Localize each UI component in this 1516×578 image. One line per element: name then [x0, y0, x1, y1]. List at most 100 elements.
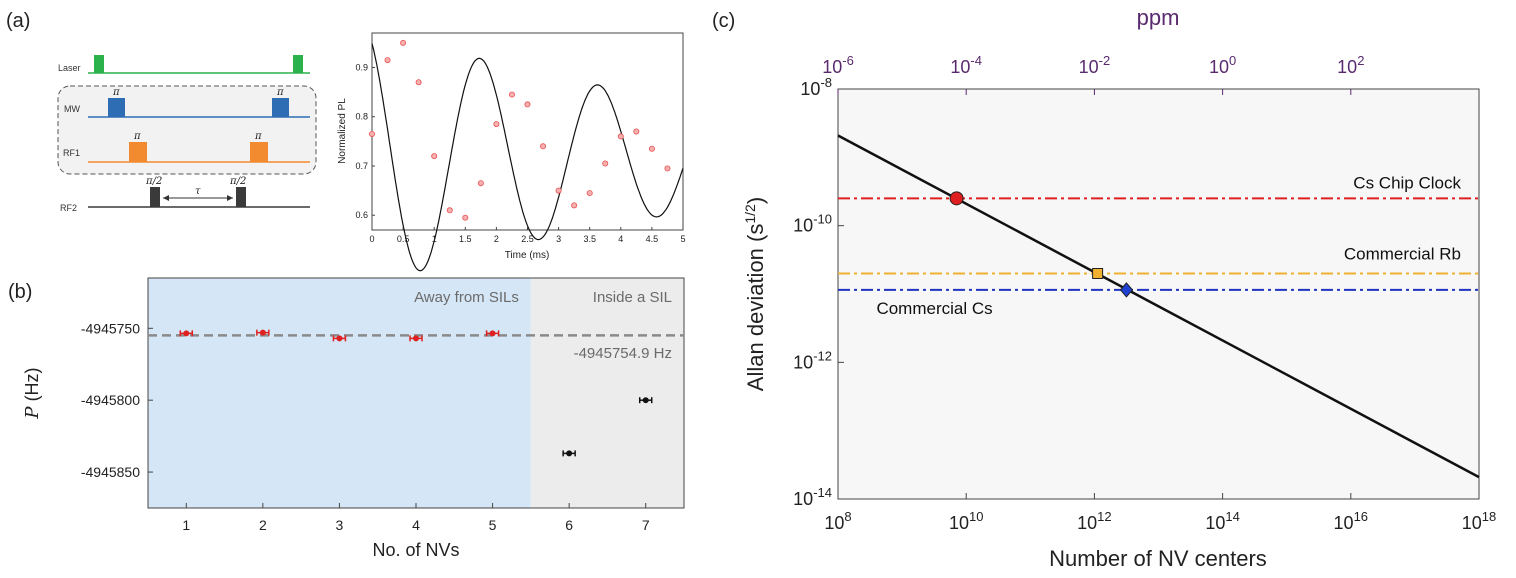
chart-b-reference-label: -4945754.9 Hz: [574, 345, 672, 362]
rf1-pulse-label-2: π: [254, 131, 262, 142]
chart-c-y-tick-label: 10-12: [793, 348, 832, 372]
chart-a-x-tick-label: 5: [680, 234, 685, 244]
chart-a-x-tick-label: 4: [618, 234, 623, 244]
chart-c-reference-label: Cs Chip Clock: [1353, 173, 1461, 192]
chart-b-x-tick-label: 3: [336, 517, 344, 533]
chart-a-point: [446, 207, 453, 214]
chart-c-y-label-unit-exp: 1/2: [742, 204, 758, 224]
chart-c-x-tick-label: 1018: [1462, 509, 1497, 533]
chart-b-x-tick-label: 5: [489, 517, 497, 533]
chart-a-point: [633, 128, 640, 135]
chart-b-region-label: Inside a SIL: [593, 289, 672, 306]
panel-label-b: (b): [8, 281, 32, 303]
panel-label-a: (a): [6, 10, 30, 32]
chart-b-x-label: No. of NVs: [372, 540, 459, 560]
chart-a-x-tick-label: 0.5: [397, 234, 410, 244]
chart-a-x-tick-label: 3.5: [583, 234, 596, 244]
rf1-channel-label: RF1: [63, 148, 80, 158]
chart-c-x-tick-label: 1016: [1334, 509, 1369, 533]
chart-c-x-ticks: 108 1010 1012 1014 1016 1018: [824, 493, 1496, 533]
chart-a-y-tick-label: 0.6: [355, 210, 368, 220]
chart-a-fit-curve: [371, 43, 684, 272]
chart-c-frame: [837, 88, 1480, 500]
chart-a-x-label: Time (ms): [505, 250, 550, 261]
laser-pulse-2: [293, 55, 303, 73]
chart-a-point: [586, 190, 593, 197]
chart-b-point: [259, 329, 266, 336]
chart-a-point: [571, 202, 578, 209]
chart-a-point: [384, 57, 391, 64]
chart-b-regions: Away from SILs Inside a SIL: [148, 278, 684, 508]
chart-a-point: [477, 180, 484, 187]
chart-a-ramsey: 0 0.5 1 1.5 2 2.5 3 3.5 4 4.5 5 0.6 0.7 0.8 0.9 Time …: [337, 32, 686, 272]
chart-c-markers: [949, 191, 1134, 298]
rf1-pulse-1: [129, 142, 147, 162]
chart-c-y-label: Allan deviation (s1/2): [742, 197, 768, 391]
chart-b-point: [336, 335, 343, 342]
chart-a-y-tick-label: 0.7: [355, 161, 368, 171]
chart-b-point: [413, 335, 419, 342]
chart-c-top-tick-label: 10-4: [950, 53, 982, 77]
chart-c-marker-circle: [949, 191, 964, 206]
chart-b-x-tick-label: 1: [182, 517, 190, 533]
chart-a-x-ticks: 0 0.5 1 1.5 2 2.5 3 3.5 4 4.5 5: [369, 227, 686, 244]
chart-c-x-label: Number of NV centers: [1049, 546, 1267, 571]
chart-b-y-label-symbol: P: [22, 406, 43, 420]
chart-c-top-ticks: 10-6 10-4 10-2 100 102: [822, 53, 1364, 95]
chart-a-y-tick-label: 0.8: [355, 112, 368, 122]
chart-a-point: [555, 187, 562, 194]
chart-c-top-label: ppm: [1137, 5, 1180, 30]
chart-a-point: [462, 214, 469, 221]
chart-c-y-tick-label: 10-8: [800, 75, 832, 99]
chart-c-y-label-text: Allan deviation: [743, 248, 768, 391]
laser-channel-label: Laser: [58, 63, 81, 73]
chart-a-x-tick-label: 1: [432, 234, 437, 244]
chart-b-nv-frequency: Away from SILs Inside a SIL -4945754.9 Hz…: [22, 277, 685, 560]
chart-c-y-label-unit-base: (s: [743, 224, 768, 242]
rf2-pulse-label-1: π/2: [145, 176, 162, 187]
chart-c-y-tick-label: 10-14: [793, 485, 832, 509]
panel-label-c: (c): [712, 10, 735, 32]
chart-a-point: [602, 160, 609, 167]
mw-pulse-label-2: π: [276, 87, 284, 98]
chart-c-x-tick-label: 1014: [1205, 509, 1240, 533]
chart-a-x-tick-label: 1.5: [459, 234, 472, 244]
chart-a-point: [415, 79, 422, 86]
chart-b-x-ticks: 1 2 3 4 5 6 7: [182, 503, 650, 533]
chart-b-region: [530, 278, 684, 508]
chart-a-point: [524, 101, 531, 108]
chart-c-top-tick-label: 100: [1209, 53, 1236, 77]
laser-pulse-1: [94, 55, 104, 73]
chart-a-point: [368, 130, 375, 137]
chart-c-marker-diamond: [1119, 282, 1134, 298]
chart-a-y-ticks: 0.6 0.7 0.8 0.9: [355, 62, 375, 220]
rf2-pulse-2: [236, 187, 246, 207]
chart-b-point: [489, 330, 496, 337]
pulse-sequence-diagram: Laser MW π π RF1 π π RF2 π/2 π/2 τ: [57, 55, 317, 213]
chart-b-x-tick-label: 4: [412, 517, 420, 533]
chart-b-region-label: Away from SILs: [414, 289, 519, 306]
tau-label: τ: [195, 186, 201, 197]
chart-c-x-tick-label: 108: [824, 509, 851, 533]
mw-pulse-label-1: π: [112, 87, 120, 98]
chart-c-top-tick-label: 10-2: [1079, 53, 1111, 77]
chart-b-point: [642, 397, 649, 404]
chart-c-x-tick-label: 1012: [1077, 509, 1112, 533]
chart-b-region: [148, 278, 531, 508]
rf2-pulse-1: [150, 187, 160, 207]
chart-a-point: [617, 133, 624, 140]
chart-b-x-tick-label: 2: [259, 517, 267, 533]
chart-a-point: [648, 145, 655, 152]
chart-b-y-label-unit: (Hz): [22, 367, 42, 406]
rf2-channel-label: RF2: [60, 203, 77, 213]
mw-channel-label: MW: [64, 104, 80, 114]
chart-a-x-tick-label: 0: [369, 234, 374, 244]
chart-c-reference-lines: Cs Chip Clock Commercial Rb Commercial Cs: [838, 173, 1479, 318]
chart-a-point: [540, 143, 547, 150]
chart-b-y-tick-label: -4945750: [81, 320, 140, 336]
chart-c-y-tick-label: 10-10: [793, 212, 832, 236]
rf1-pulse-2: [250, 142, 268, 162]
chart-a-points: [368, 39, 671, 221]
